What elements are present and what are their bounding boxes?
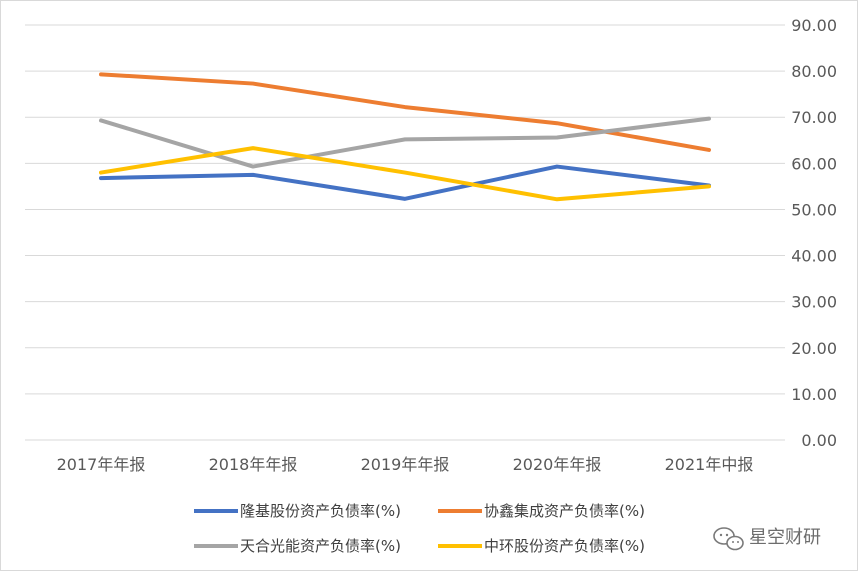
y-tick-label: 10.00 [791, 385, 837, 404]
y-tick-label: 80.00 [791, 62, 837, 81]
x-category-label: 2017年年报 [57, 455, 146, 474]
x-category-label: 2019年年报 [361, 455, 450, 474]
y-tick-label: 30.00 [791, 293, 837, 312]
watermark-text: 星空财研 [749, 527, 821, 548]
y-tick-label: 70.00 [791, 108, 837, 127]
y-tick-label: 60.00 [791, 154, 837, 173]
x-category-label: 2020年年报 [513, 455, 602, 474]
legend-label: 天合光能资产负债率(%) [240, 537, 401, 555]
x-category-label: 2018年年报 [209, 455, 298, 474]
legend-label: 隆基股份资产负债率(%) [240, 502, 401, 520]
y-tick-label: 40.00 [791, 247, 837, 266]
y-tick-label: 90.00 [791, 16, 837, 35]
y-axis-ticks: 0.00 10.00 20.00 30.00 40.00 50.00 60.00 70.00 8… [791, 16, 837, 450]
legend: 隆基股份资产负债率(%) 协鑫集成资产负债率(%) 天合光能资产负债率(%) 中环股份… [194, 502, 645, 555]
wechat-icon [714, 528, 743, 550]
legend-label: 协鑫集成资产负债率(%) [484, 502, 645, 520]
series-lines [101, 74, 709, 199]
gridlines [25, 25, 785, 440]
x-axis-categories: 2017年年报 2018年年报 2019年年报 2020年年报 2021年中报 [57, 455, 754, 474]
y-tick-label: 50.00 [791, 200, 837, 219]
x-category-label: 2021年中报 [665, 455, 754, 474]
legend-label: 中环股份资产负债率(%) [484, 537, 645, 555]
watermark: 星空财研 [714, 527, 821, 550]
y-tick-label: 20.00 [791, 339, 837, 358]
y-tick-label: 0.00 [801, 431, 837, 450]
